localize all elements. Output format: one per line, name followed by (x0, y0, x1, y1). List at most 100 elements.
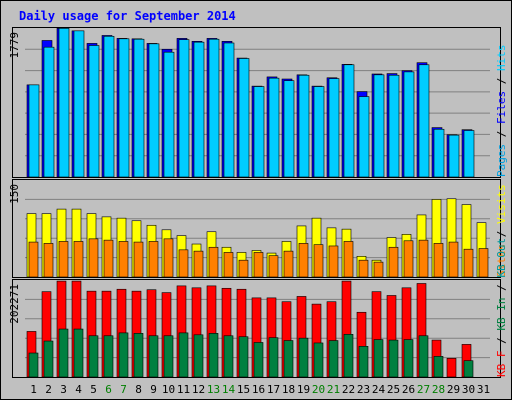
bar-sites (373, 261, 384, 278)
legend-label: KB In (495, 298, 508, 331)
bar-kb-in (463, 360, 474, 378)
chart-title: Daily usage for September 2014 (19, 9, 236, 23)
day-tick-label: 6 (105, 383, 112, 396)
day-tick-label: 30 (462, 383, 475, 396)
legend-separator: / (495, 224, 508, 244)
bar-kb-in (373, 339, 384, 378)
bar-sites (433, 243, 444, 278)
bar-pages (268, 77, 280, 178)
panel-frame (12, 27, 501, 178)
bar-pages (118, 38, 130, 178)
bar-kb-f (446, 357, 457, 378)
bar-sites (253, 252, 264, 278)
bar-kb-in (193, 334, 204, 378)
bar-pages (388, 74, 400, 178)
bar-kb-in (163, 335, 174, 378)
bar-kb-in (253, 342, 264, 378)
bar-pages (193, 41, 205, 178)
bar-sites (478, 248, 489, 278)
day-tick-label: 18 (282, 383, 295, 396)
bar-sites (358, 259, 369, 278)
day-tick-label: 9 (150, 383, 157, 396)
bar-sites (238, 259, 249, 278)
day-tick-label: 22 (342, 383, 355, 396)
day-tick-label: 8 (135, 383, 142, 396)
right-legend: Pages / Files / Hits (495, 45, 508, 178)
bar-sites (463, 248, 474, 278)
hits-files-pages-panel: 1779 Pages / Files / Hits (8, 27, 508, 178)
day-tick-label: 29 (447, 383, 460, 396)
bar-pages (178, 39, 190, 178)
bar-sites (388, 246, 399, 278)
bar-kb-in (178, 332, 189, 378)
bar-kb-in (208, 333, 219, 378)
bar-kb-in (28, 352, 39, 378)
legend-separator: / (495, 278, 508, 298)
bar-kb-in (148, 335, 159, 378)
legend-label: Files (495, 91, 508, 124)
bar-sites (58, 241, 69, 278)
right-legend: KB F / KB In / KB Out (495, 238, 508, 377)
bar-sites (28, 241, 39, 278)
bar-sites (178, 249, 189, 278)
legend-separator: / (495, 124, 508, 144)
bar-kb-in (298, 337, 309, 378)
day-tick-label: 14 (222, 383, 236, 396)
bar-pages (328, 78, 340, 178)
day-tick-label: 21 (327, 383, 340, 396)
bar-pages (418, 64, 430, 178)
bar-sites (343, 241, 354, 278)
bar-pages (73, 30, 85, 178)
bar-pages (463, 130, 475, 178)
bar-pages (403, 71, 415, 178)
panel-frame (12, 179, 501, 278)
bar-kb-in (58, 328, 69, 378)
bar-kb-in (73, 328, 84, 378)
bar-pages (448, 134, 460, 178)
bar-sites (73, 241, 84, 278)
bar-pages (238, 58, 250, 178)
bar-pages (433, 128, 445, 178)
day-tick-label: 19 (297, 383, 310, 396)
bar-pages (148, 43, 160, 178)
bar-pages (358, 96, 370, 178)
day-tick-label: 5 (90, 383, 97, 396)
day-labels: 1 2 3 4 5 6 7 8 9 10 11 12 13 14 15 16 17 18 19 20 21 22 23 24 2… (30, 383, 490, 396)
day-tick-label: 27 (417, 383, 430, 396)
legend-label: Visits (495, 184, 508, 224)
day-tick-label: 15 (237, 383, 250, 396)
bar-sites (283, 250, 294, 278)
day-tick-label: 11 (177, 383, 190, 396)
bar-pages (43, 46, 55, 178)
day-tick-label: 2 (45, 383, 52, 396)
bar-kb-in (268, 337, 279, 378)
day-tick-label: 26 (402, 383, 415, 396)
day-tick-label: 10 (162, 383, 175, 396)
bar-kb-in (433, 356, 444, 378)
legend-label: Hits (495, 45, 508, 72)
legend-separator: / (495, 331, 508, 351)
day-tick-label: 1 (30, 383, 37, 396)
bar-pages (343, 64, 355, 178)
bar-pages (88, 45, 100, 178)
bar-kb-in (43, 340, 54, 378)
bar-sites (193, 250, 204, 278)
legend-label: Pages (495, 144, 508, 177)
bar-kb-in (343, 334, 354, 378)
bar-sites (298, 243, 309, 278)
day-tick-label: 28 (432, 383, 445, 396)
day-tick-label: 25 (387, 383, 400, 396)
legend-label: KB F (495, 351, 508, 378)
bar-kb-in (418, 335, 429, 378)
day-tick-label: 17 (267, 383, 280, 396)
bar-kb-in (313, 342, 324, 378)
bar-sites (403, 240, 414, 278)
day-tick-label: 4 (75, 383, 82, 396)
bar-pages (313, 86, 325, 178)
bar-pages (298, 74, 310, 178)
bar-pages (103, 35, 115, 178)
day-tick-label: 23 (357, 383, 370, 396)
bar-sites (148, 241, 159, 278)
legend-label: KB Out (495, 238, 508, 278)
